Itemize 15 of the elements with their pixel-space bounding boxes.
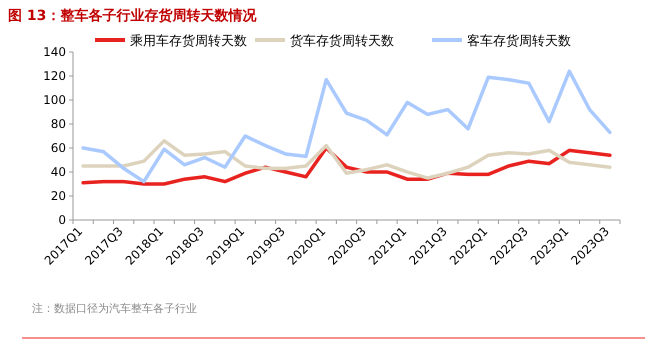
- y-tick-label: 100: [43, 93, 66, 107]
- y-tick-label: 140: [43, 45, 66, 59]
- legend-label: 货车存货周转天数: [290, 34, 394, 49]
- y-tick-label: 0: [58, 213, 66, 227]
- y-tick-label: 20: [50, 189, 66, 203]
- legend-label: 乘用车存货周转天数: [130, 34, 247, 49]
- chart-title: 图 13：整车各子行业存货周转天数情况: [8, 7, 258, 24]
- y-tick-label: 40: [50, 165, 66, 179]
- line-series: [81, 69, 612, 184]
- y-tick-label: 60: [50, 141, 66, 155]
- text: 注：数据口径为汽车整车各子行业: [32, 302, 197, 315]
- y-tick-label: 80: [50, 117, 66, 131]
- legend-label: 客车存货周转天数: [467, 33, 571, 49]
- line-series: [81, 139, 612, 180]
- y-tick-label: 120: [43, 69, 66, 83]
